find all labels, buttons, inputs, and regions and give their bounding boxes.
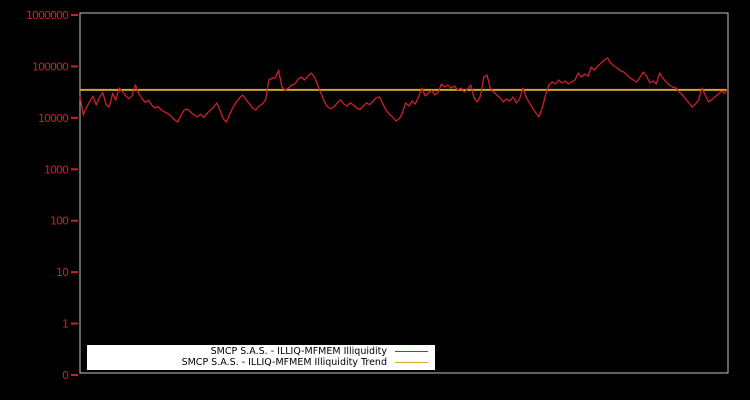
illiquidity-series-line: [79, 57, 729, 123]
y-axis-tick-label: 100: [50, 215, 69, 228]
legend-item-illiquidity: SMCP S.A.S. - ILLIQ-MFMEM Illiquidity: [87, 346, 428, 357]
legend-line-sample-trend: [395, 362, 428, 363]
y-axis-tick-label: 1000: [44, 163, 69, 176]
y-axis-tick-label: 10000: [38, 112, 69, 125]
y-axis-tick-label: 1: [62, 318, 68, 331]
y-axis-tick-label: 1000000: [26, 9, 69, 22]
legend-line-sample-illiquidity: [395, 351, 428, 352]
legend-item-trend: SMCP S.A.S. - ILLIQ-MFMEM Illiquidity Tr…: [87, 357, 428, 368]
chart-legend: SMCP S.A.S. - ILLIQ-MFMEM Illiquidity SM…: [87, 345, 435, 370]
plot-border: [79, 12, 729, 374]
y-axis-tick-label: 0: [62, 369, 69, 382]
y-axis-tick-label: 10: [56, 266, 69, 279]
y-axis-tick-label: 100000: [32, 60, 69, 73]
legend-label-trend: SMCP S.A.S. - ILLIQ-MFMEM Illiquidity Tr…: [181, 357, 387, 368]
legend-label-illiquidity: SMCP S.A.S. - ILLIQ-MFMEM Illiquidity: [210, 346, 387, 357]
